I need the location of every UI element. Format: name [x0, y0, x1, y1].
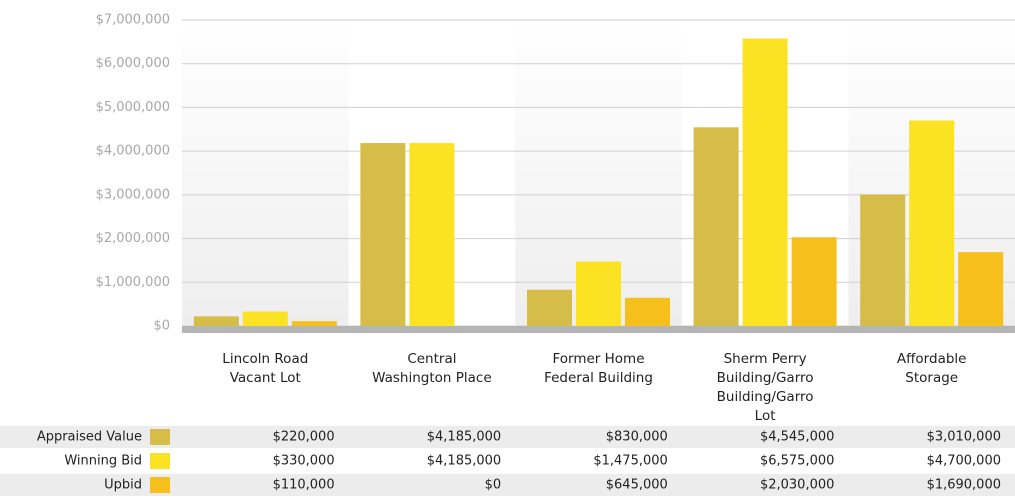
table-value: $830,000 [606, 430, 668, 445]
category-label: Central Washington Place [372, 351, 492, 386]
category-label: Sherm Perry Building/Garro Building/Garr… [716, 351, 814, 424]
bar [576, 261, 621, 326]
bar [193, 316, 239, 326]
bar [791, 237, 837, 326]
y-tick-label: $0 [153, 319, 170, 334]
table-value: $330,000 [273, 454, 335, 469]
bar [291, 321, 337, 326]
table-value: $6,575,000 [760, 454, 834, 469]
column-background [182, 20, 349, 326]
bar [527, 289, 572, 326]
y-tick-label: $1,000,000 [96, 275, 170, 290]
y-tick-label: $4,000,000 [96, 144, 170, 159]
bar [360, 143, 406, 326]
table-value: $1,475,000 [593, 454, 667, 469]
table-value: $110,000 [273, 478, 335, 493]
y-tick-label: $7,000,000 [96, 13, 170, 28]
table-value: $1,690,000 [927, 478, 1001, 493]
bar [242, 311, 288, 326]
legend-swatch [150, 429, 170, 445]
legend-label: Upbid [104, 478, 142, 493]
table-row-stripe [0, 474, 1015, 496]
table-value: $0 [485, 478, 502, 493]
bar [409, 143, 455, 326]
bar [958, 252, 1004, 326]
y-tick-label: $2,000,000 [96, 231, 170, 246]
table-value: $4,545,000 [760, 430, 834, 445]
table-value: $645,000 [606, 478, 668, 493]
table-value: $4,185,000 [427, 430, 501, 445]
category-label: Affordable Storage [896, 351, 967, 386]
table-value: $220,000 [273, 430, 335, 445]
y-tick-label: $3,000,000 [96, 187, 170, 202]
legend-swatch [150, 453, 170, 469]
table-value: $4,185,000 [427, 454, 501, 469]
bar [625, 297, 670, 326]
bar [693, 127, 739, 326]
table-value: $3,010,000 [927, 430, 1001, 445]
category-label: Lincoln Road Vacant Lot [222, 351, 309, 386]
table-value: $2,030,000 [760, 478, 834, 493]
legend-label: Winning Bid [64, 454, 142, 469]
category-label: Former Home Federal Building [544, 351, 653, 386]
bar [742, 38, 788, 326]
table-row-stripe [0, 426, 1015, 448]
table-value: $4,700,000 [927, 454, 1001, 469]
y-tick-label: $5,000,000 [96, 100, 170, 115]
bar [909, 120, 955, 327]
bar [860, 194, 906, 326]
y-tick-label: $6,000,000 [96, 56, 170, 71]
baseline [182, 326, 1015, 333]
legend-label: Appraised Value [37, 430, 142, 445]
legend-swatch [150, 477, 170, 493]
